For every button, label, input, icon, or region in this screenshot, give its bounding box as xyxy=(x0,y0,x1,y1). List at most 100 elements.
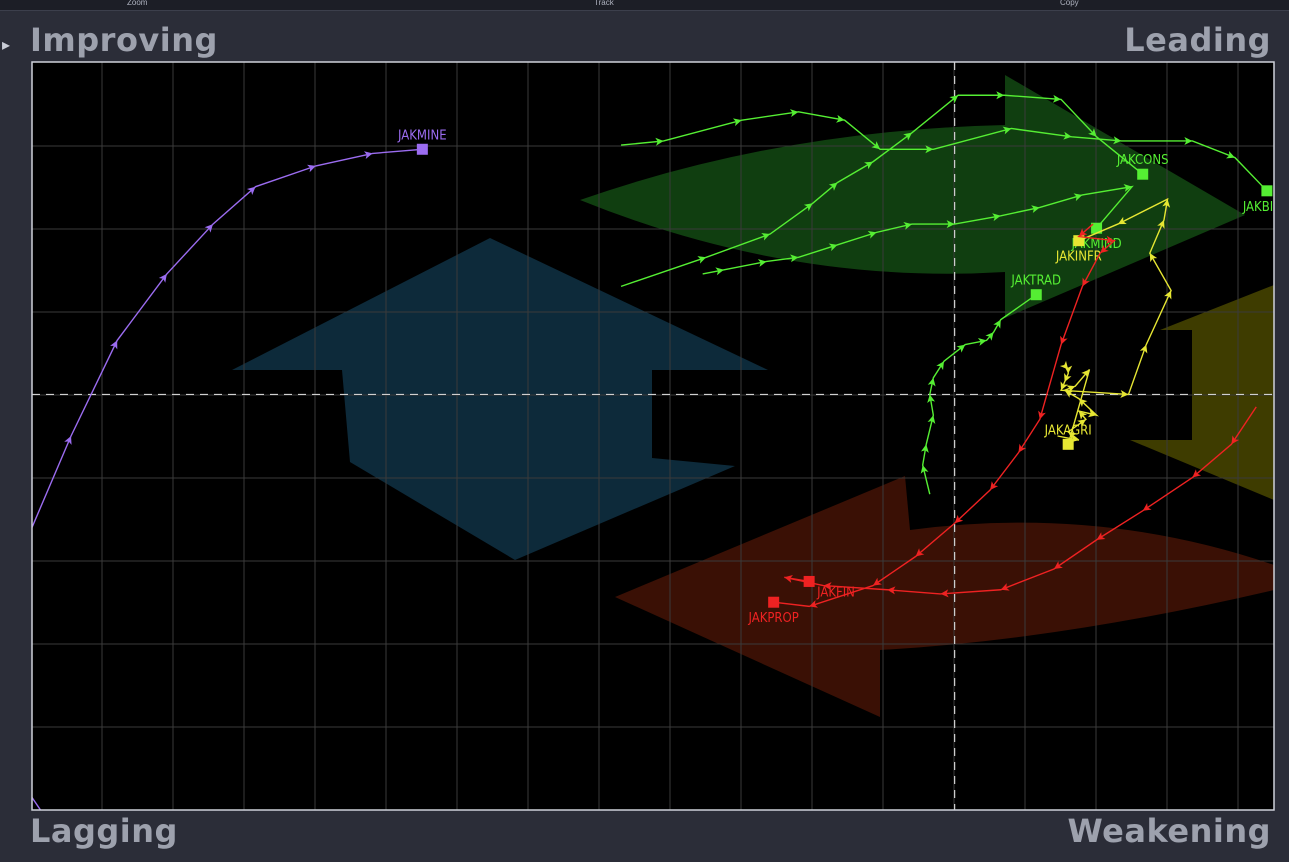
series-line-jakcons xyxy=(620,94,1144,288)
data-point-jakagri xyxy=(1066,385,1076,393)
series-jakmine: JAKMINE xyxy=(19,128,447,810)
data-point-jaktrad xyxy=(920,444,929,453)
data-point-jakmine xyxy=(19,543,29,553)
head-point-jakinfr xyxy=(1073,235,1085,247)
data-point-jaktrad xyxy=(927,415,936,424)
data-point-jakinfr xyxy=(1120,389,1129,398)
data-point-jakagri xyxy=(1077,419,1086,428)
series-label-jakprop: JAKPROP xyxy=(747,611,798,626)
data-point-jakinfr xyxy=(1139,344,1148,354)
data-point-jakcons xyxy=(697,256,707,264)
data-point-jakfin xyxy=(1142,503,1152,511)
data-point-jakprop xyxy=(990,481,999,491)
head-point-jaktrad xyxy=(1030,289,1042,301)
data-point-jakcons xyxy=(828,182,838,191)
head-point-jakmind xyxy=(1091,222,1103,234)
data-point-jakfin xyxy=(940,589,949,598)
data-point-jakcons xyxy=(903,132,913,141)
head-point-jakcons xyxy=(1137,168,1149,180)
plot-border xyxy=(31,61,1275,811)
data-point-jakbind xyxy=(732,118,742,127)
data-point-jakmine xyxy=(158,273,167,283)
head-point-jakbind xyxy=(1261,185,1273,197)
series-label-jakagri: JAKAGRI xyxy=(1044,423,1092,438)
data-point-jakbind xyxy=(1226,150,1235,159)
data-point-jakbind xyxy=(789,109,799,117)
data-point-jakinfr xyxy=(1164,290,1172,300)
toolbar-copy[interactable]: Copy xyxy=(1060,0,1079,7)
data-point-jakmind xyxy=(1073,193,1083,202)
data-point-jakbind xyxy=(1002,126,1012,135)
data-point-jakfin xyxy=(887,586,896,595)
data-point-jakprop xyxy=(873,577,882,586)
series-line-jakfin xyxy=(784,406,1257,595)
data-point-jakmine xyxy=(204,224,213,233)
series-line-jakprop xyxy=(773,223,1116,608)
series-jaktrad: JAKTRAD xyxy=(920,274,1061,495)
data-point-jakfin xyxy=(784,575,793,583)
data-point-jaktrad xyxy=(993,319,1001,329)
data-point-jakbind xyxy=(925,145,934,154)
series-label-jakinfr: JAKINFR xyxy=(1055,250,1102,265)
data-point-jaktrad xyxy=(936,361,944,371)
lagging-arrow xyxy=(615,476,1274,717)
head-point-jakagri xyxy=(1062,438,1074,450)
data-point-jakmine xyxy=(64,436,72,445)
data-point-jakmine xyxy=(110,340,118,350)
data-point-jakprop xyxy=(915,548,925,557)
data-point-jakmine xyxy=(307,164,316,173)
series-label-jakcons: JAKCONS xyxy=(1116,153,1169,168)
toolbar-track[interactable]: Track xyxy=(594,0,614,7)
data-point-jakbind xyxy=(871,141,881,150)
data-point-jakbind xyxy=(1113,136,1122,145)
data-point-jaktrad xyxy=(920,465,929,474)
data-point-jakbind xyxy=(655,137,664,146)
quadrant-label-weakening: Weakening xyxy=(1067,812,1271,850)
data-point-jakinfr xyxy=(1157,219,1165,229)
data-point-jakmind xyxy=(715,267,724,276)
quadrant-label-leading: Leading xyxy=(1124,21,1271,59)
data-point-jakfin xyxy=(1053,561,1063,569)
data-point-jakcons xyxy=(1088,128,1097,137)
data-point-jakagri xyxy=(1078,398,1088,407)
toolbar-zoom[interactable]: Zoom xyxy=(127,0,148,7)
data-point-jakmind xyxy=(867,231,877,239)
data-point-jakprop xyxy=(1100,244,1109,254)
data-point-jakprop xyxy=(1105,235,1115,244)
toolbar: Zoom Track Copy xyxy=(0,0,1289,11)
data-point-jakinfr xyxy=(1064,365,1073,374)
series-jakprop: JAKPROP xyxy=(747,223,1116,626)
data-point-jakprop xyxy=(809,600,818,608)
data-point-jakfin xyxy=(1096,532,1106,540)
data-point-jakinfr xyxy=(1162,199,1171,208)
series-label-jakmine: JAKMINE xyxy=(397,128,447,143)
data-point-jakinfr xyxy=(1117,216,1127,225)
data-point-jakinfr xyxy=(1149,253,1158,263)
data-point-jakcons xyxy=(761,233,771,241)
data-point-jakcons xyxy=(1052,94,1062,103)
data-point-jakmind xyxy=(1123,184,1133,192)
leading-arrow xyxy=(580,75,1245,318)
head-point-jakprop xyxy=(768,596,780,608)
data-point-jakmind xyxy=(757,259,767,267)
data-point-jakagri xyxy=(1081,369,1090,379)
grid-lines xyxy=(32,62,1274,810)
series-label-jaktrad: JAKTRAD xyxy=(1010,274,1061,289)
data-point-jakmine xyxy=(246,186,256,195)
series-label-jakbind: JAKBIND xyxy=(1242,200,1289,215)
data-point-jakbind xyxy=(1184,136,1193,145)
data-point-jakagri xyxy=(1068,431,1077,440)
data-point-jakinfr xyxy=(1064,373,1072,382)
series-layer: JAKMINEJAKCONSJAKBINDJAKMINDJAKTRADJAKIN… xyxy=(19,91,1289,810)
series-jakfin: JAKFIN xyxy=(784,406,1257,600)
data-point-jakcons xyxy=(803,203,813,212)
quadrant-label-improving: Improving xyxy=(30,21,218,59)
data-point-jakmind xyxy=(903,221,913,230)
data-point-jakcons xyxy=(949,95,959,104)
data-point-jakmind xyxy=(790,254,799,263)
data-point-jakprop xyxy=(1060,335,1068,345)
series-jakagri: JAKAGRI xyxy=(1044,369,1099,450)
data-point-jakprop xyxy=(1038,410,1046,420)
data-point-jaktrad xyxy=(985,332,994,341)
